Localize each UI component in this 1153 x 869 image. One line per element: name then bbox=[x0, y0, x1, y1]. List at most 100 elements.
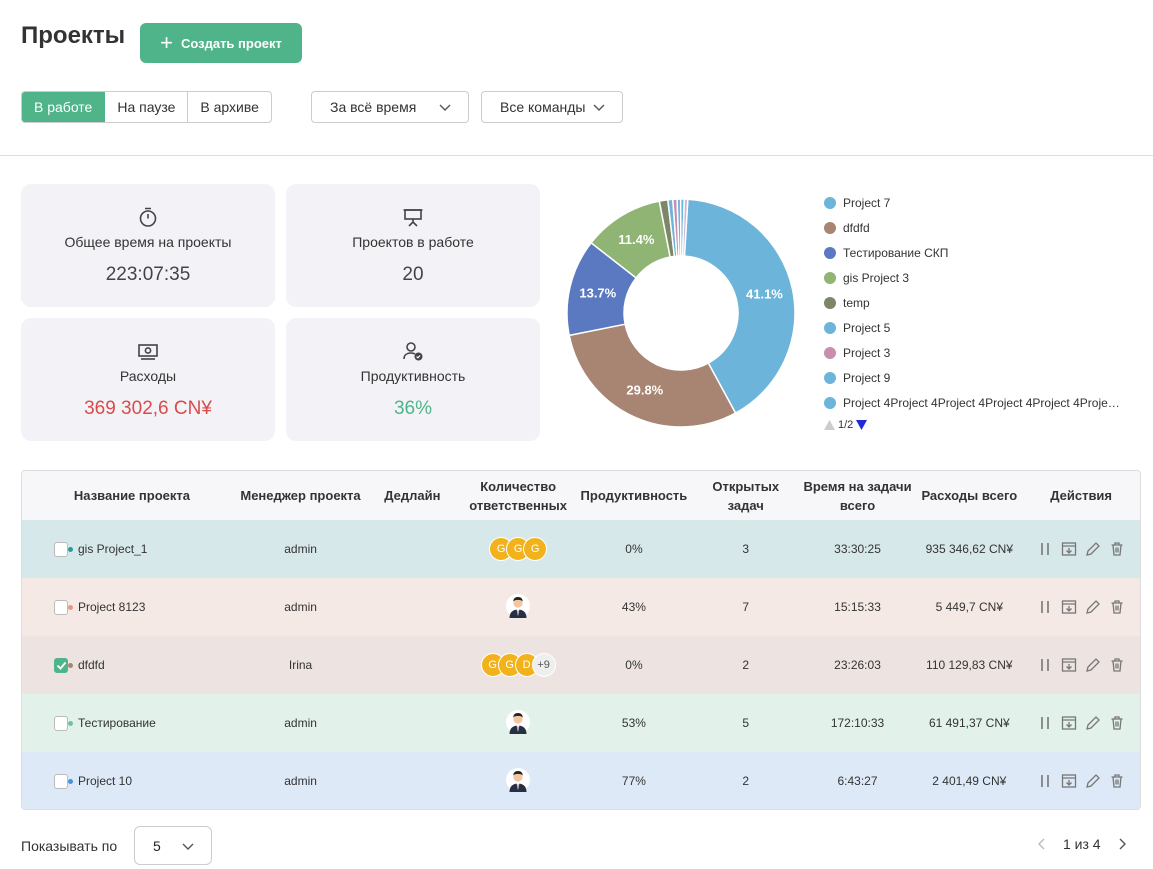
tab-in-progress[interactable]: В работе bbox=[22, 92, 106, 122]
project-name-cell[interactable]: gis Project_1 bbox=[68, 520, 238, 578]
project-name: Project 10 bbox=[78, 774, 133, 788]
edit-icon[interactable] bbox=[1085, 599, 1101, 615]
archive-icon[interactable] bbox=[1061, 657, 1077, 673]
table-row[interactable]: Project 8123 admin 43% 7 15:15:33 5 449,7 CN¥ bbox=[22, 578, 1140, 636]
trash-icon[interactable] bbox=[1109, 599, 1125, 615]
open-tasks-cell: 7 bbox=[742, 600, 750, 614]
tab-archived[interactable]: В архиве bbox=[200, 99, 259, 115]
stat-label: Расходы bbox=[119, 368, 177, 384]
archive-icon[interactable] bbox=[1061, 599, 1077, 615]
trash-icon[interactable] bbox=[1109, 657, 1125, 673]
row-checkbox[interactable] bbox=[54, 657, 68, 673]
stat-total-time: Общее время на проекты 223:07:35 bbox=[21, 184, 275, 307]
legend-item[interactable]: Project 4Project 4Project 4Project 4Proj… bbox=[824, 390, 1120, 415]
avatar[interactable] bbox=[506, 709, 531, 737]
avatar-group[interactable] bbox=[506, 593, 531, 621]
legend-label: Project 3 bbox=[843, 345, 891, 360]
deadline-cell bbox=[363, 752, 461, 809]
project-name-cell[interactable]: Тестирование bbox=[68, 694, 238, 752]
table-row[interactable]: Project 10 admin 77% 2 6:43:27 2 401,49 CN¥ bbox=[22, 752, 1140, 809]
checkbox-cell bbox=[22, 636, 68, 694]
table-row[interactable]: Тестирование admin 53% 5 172:10:33 61 491,37 … bbox=[22, 694, 1140, 752]
stat-projects-in-progress: Проектов в работе 20 bbox=[286, 184, 540, 307]
legend-label: temp bbox=[843, 295, 870, 310]
project-color-dot bbox=[68, 778, 73, 784]
donut-slice[interactable] bbox=[683, 198, 796, 415]
avatar[interactable]: G bbox=[523, 537, 548, 561]
archive-icon[interactable] bbox=[1061, 541, 1077, 557]
legend-item[interactable]: Project 9 bbox=[824, 365, 1120, 390]
project-name-cell[interactable]: Project 8123 bbox=[68, 578, 238, 636]
avatar-group[interactable] bbox=[506, 709, 531, 737]
tab-paused[interactable]: На паузе bbox=[105, 92, 189, 122]
page-size-value: 5 bbox=[153, 837, 161, 854]
projects-donut-chart: 41.1% 29.8% 13.7% 11.4% bbox=[566, 198, 796, 428]
trash-icon[interactable] bbox=[1109, 773, 1125, 789]
project-color-dot bbox=[68, 720, 73, 726]
edit-icon[interactable] bbox=[1085, 715, 1101, 731]
avatar-group[interactable] bbox=[506, 767, 531, 795]
trash-icon[interactable] bbox=[1109, 715, 1125, 731]
pause-icon[interactable] bbox=[1037, 773, 1053, 789]
pagination: 1 из 4 bbox=[1035, 836, 1129, 852]
period-dropdown[interactable]: За всё время bbox=[311, 91, 469, 123]
row-checkbox[interactable] bbox=[54, 715, 68, 731]
header-name: Название проекта bbox=[73, 488, 190, 503]
row-checkbox[interactable] bbox=[54, 773, 68, 789]
legend-page: 1/2 bbox=[838, 419, 854, 431]
avatar[interactable] bbox=[506, 593, 531, 621]
pause-icon[interactable] bbox=[1037, 599, 1053, 615]
project-name-cell[interactable]: Project 10 bbox=[68, 752, 238, 809]
create-project-button[interactable]: + Создать проект bbox=[140, 23, 302, 63]
teams-dropdown[interactable]: Все команды bbox=[481, 91, 623, 123]
chevron-left-icon[interactable] bbox=[1035, 837, 1049, 851]
row-checkbox[interactable] bbox=[54, 599, 68, 615]
slice-label: 13.7% bbox=[579, 285, 616, 300]
legend-item[interactable]: Project 3 bbox=[824, 340, 1120, 365]
donut-slice[interactable] bbox=[568, 323, 737, 428]
row-checkbox[interactable] bbox=[54, 541, 68, 557]
page-info: 1 из 4 bbox=[1063, 836, 1101, 852]
edit-icon[interactable] bbox=[1085, 541, 1101, 557]
responsible-cell bbox=[461, 694, 575, 752]
table-row[interactable]: gis Project_1 admin G G G 0% 3 33:30:25 935 346,… bbox=[22, 520, 1140, 578]
table-row[interactable]: dfdfd Irina G G D +9 0% 2 23:26:03 110 129,83 CN¥ bbox=[22, 636, 1140, 694]
pause-icon[interactable] bbox=[1037, 657, 1053, 673]
legend-item[interactable]: temp bbox=[824, 290, 1120, 315]
trash-icon[interactable] bbox=[1109, 541, 1125, 557]
legend-item[interactable]: dfdfd bbox=[824, 215, 1120, 240]
project-name-cell[interactable]: dfdfd bbox=[68, 636, 238, 694]
arrow-up-icon[interactable] bbox=[824, 420, 835, 430]
table-body: gis Project_1 admin G G G 0% 3 33:30:25 935 346,… bbox=[22, 520, 1140, 809]
deadline-cell bbox=[363, 636, 461, 694]
time-cell: 6:43:27 bbox=[837, 774, 878, 788]
divider bbox=[0, 155, 1153, 156]
plus-icon: + bbox=[160, 30, 173, 55]
edit-icon[interactable] bbox=[1085, 773, 1101, 789]
edit-icon[interactable] bbox=[1085, 657, 1101, 673]
archive-icon[interactable] bbox=[1061, 715, 1077, 731]
pause-icon[interactable] bbox=[1037, 715, 1053, 731]
chevron-down-icon bbox=[439, 104, 451, 111]
deadline-cell bbox=[363, 578, 461, 636]
legend-item[interactable]: Тестирование СКП bbox=[824, 240, 1120, 265]
avatar-group[interactable]: G G D +9 bbox=[480, 653, 556, 677]
project-name: Project 8123 bbox=[78, 600, 146, 614]
legend-item[interactable]: Project 7 bbox=[824, 190, 1120, 215]
legend-item[interactable]: Project 5 bbox=[824, 315, 1120, 340]
legend-label: Project 4Project 4Project 4Project 4Proj… bbox=[843, 395, 1120, 410]
pause-icon[interactable] bbox=[1037, 541, 1053, 557]
archive-icon[interactable] bbox=[1061, 773, 1077, 789]
page-size-select[interactable]: 5 bbox=[134, 826, 212, 865]
legend-item[interactable]: gis Project 3 bbox=[824, 265, 1120, 290]
donut-slice[interactable] bbox=[681, 198, 689, 257]
chevron-right-icon[interactable] bbox=[1115, 837, 1129, 851]
avatar-more-badge[interactable]: +9 bbox=[531, 653, 556, 677]
legend-dot bbox=[824, 371, 836, 384]
slice-label: 29.8% bbox=[626, 382, 663, 397]
arrow-down-icon[interactable] bbox=[856, 420, 868, 430]
avatar[interactable] bbox=[506, 767, 531, 795]
header-open-tasks: Открытых задач bbox=[712, 478, 780, 513]
